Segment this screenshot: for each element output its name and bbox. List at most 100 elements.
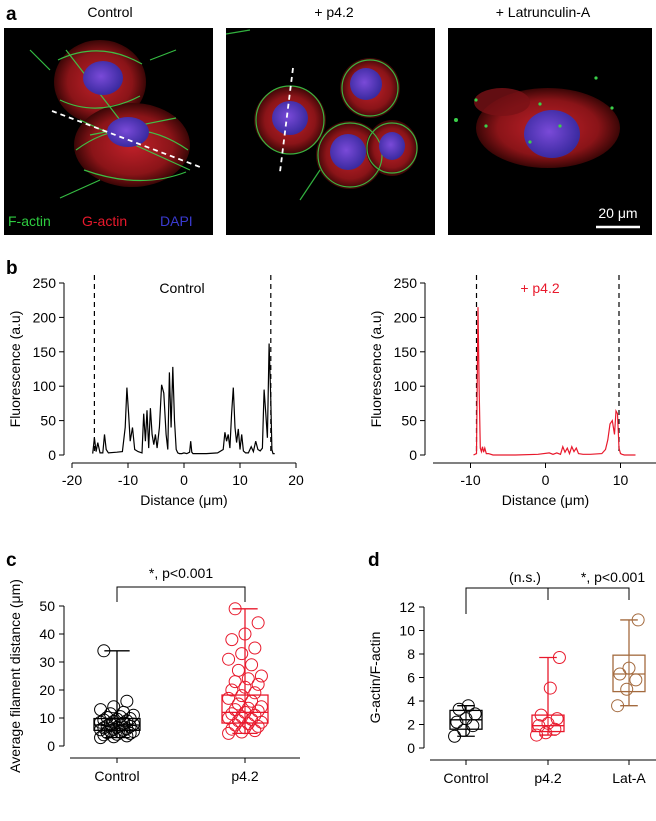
data-point xyxy=(222,691,236,705)
data-point xyxy=(225,633,239,647)
data-point xyxy=(94,731,108,745)
data-point xyxy=(611,699,625,713)
scale-bar-label: 20 μm xyxy=(598,205,637,221)
data-point xyxy=(631,613,645,627)
data-point xyxy=(550,712,564,726)
data-point xyxy=(238,627,252,641)
legend-gactin: G-actin xyxy=(82,213,127,229)
image-title-control: Control xyxy=(87,4,132,20)
x-tick-label: -10 xyxy=(460,472,480,488)
x-axis-label: Distance (μm) xyxy=(502,492,589,508)
y-tick-label: 50 xyxy=(39,598,55,614)
data-point xyxy=(231,697,245,711)
x-tick-label: 20 xyxy=(288,472,304,488)
image-title-p42: + p4.2 xyxy=(314,4,354,20)
data-point xyxy=(534,708,548,722)
data-point xyxy=(251,677,265,691)
x-tick-label: Control xyxy=(443,770,488,786)
significance-label-ns: (n.s.) xyxy=(509,569,541,585)
data-point xyxy=(117,716,131,730)
chart-title: Control xyxy=(159,280,204,296)
data-point xyxy=(622,661,636,675)
micrograph-latrunculin: 20 μm xyxy=(448,28,652,235)
y-tick-label: 0 xyxy=(407,740,415,756)
x-tick-label: p4.2 xyxy=(534,770,561,786)
y-tick-label: 50 xyxy=(40,413,56,429)
data-point xyxy=(225,707,239,721)
data-point xyxy=(248,641,262,655)
data-point xyxy=(113,710,127,724)
data-point xyxy=(448,729,462,743)
fluorescence-trace xyxy=(92,343,275,455)
y-axis-label: Average filament distance (μm) xyxy=(7,579,23,773)
data-point xyxy=(100,726,114,740)
y-tick-label: 250 xyxy=(394,275,418,291)
data-point xyxy=(222,711,236,725)
x-axis-label: Distance (μm) xyxy=(140,492,227,508)
y-tick-label: 10 xyxy=(39,710,55,726)
x-tick-label: -10 xyxy=(118,472,138,488)
y-tick-label: 40 xyxy=(39,626,55,642)
y-tick-label: 100 xyxy=(33,378,57,394)
data-point xyxy=(530,728,544,742)
data-point xyxy=(461,699,475,713)
data-point xyxy=(103,717,117,731)
data-point xyxy=(241,672,255,686)
data-point xyxy=(245,694,259,708)
y-tick-label: 10 xyxy=(399,623,415,639)
data-point xyxy=(94,723,108,737)
panel-b-letter: b xyxy=(6,258,18,279)
data-point xyxy=(251,616,265,630)
y-tick-label: 30 xyxy=(39,654,55,670)
x-tick-label: 0 xyxy=(180,472,188,488)
x-tick-label: Lat-A xyxy=(612,770,646,786)
y-tick-label: 50 xyxy=(401,413,417,429)
y-tick-label: 0 xyxy=(47,738,55,754)
data-point xyxy=(468,707,482,721)
data-point xyxy=(107,714,121,728)
data-point xyxy=(222,652,236,666)
y-tick-label: 20 xyxy=(39,682,55,698)
y-tick-label: 250 xyxy=(33,275,57,291)
x-tick-label: p4.2 xyxy=(231,768,258,784)
data-point xyxy=(613,667,627,681)
y-tick-label: 100 xyxy=(394,378,418,394)
data-point xyxy=(126,708,140,722)
panel-c-letter: c xyxy=(6,550,17,571)
y-tick-label: 150 xyxy=(33,344,57,360)
fluorescence-trace xyxy=(473,307,636,456)
data-point xyxy=(235,647,249,661)
legend-factin: F-actin xyxy=(8,213,51,229)
data-point xyxy=(235,689,249,703)
y-tick-label: 2 xyxy=(407,717,415,733)
box-iqr xyxy=(531,714,565,733)
y-tick-label: 4 xyxy=(407,693,415,709)
legend-dapi: DAPI xyxy=(160,213,193,229)
significance-label: *, p<0.001 xyxy=(149,565,213,581)
chart-fluorescence-control: 0 50 100 150 200 250 -20 -10 0 10 20 Distance (μm) F… xyxy=(7,275,304,508)
data-point xyxy=(532,719,546,733)
x-tick-label: 0 xyxy=(542,472,550,488)
data-point xyxy=(222,726,236,740)
data-point xyxy=(94,703,108,717)
data-point xyxy=(543,681,557,695)
data-point xyxy=(245,658,259,672)
data-point xyxy=(238,680,252,694)
data-point xyxy=(254,669,268,683)
y-axis-label: Fluorescence (a.u) xyxy=(7,311,23,428)
data-point xyxy=(228,675,242,689)
data-point xyxy=(452,702,466,716)
data-point xyxy=(248,686,262,700)
data-point xyxy=(113,725,127,739)
y-tick-label: 6 xyxy=(407,670,415,686)
data-point xyxy=(228,602,242,616)
data-point xyxy=(248,708,262,722)
data-point xyxy=(238,705,252,719)
panel-d-letter: d xyxy=(368,550,380,571)
image-title-latrunculin: + Latrunculin-A xyxy=(496,4,591,20)
data-point xyxy=(94,715,108,729)
data-point xyxy=(97,644,111,658)
micrograph-control: F-actin G-actin DAPI xyxy=(4,28,213,235)
data-point xyxy=(110,712,124,726)
